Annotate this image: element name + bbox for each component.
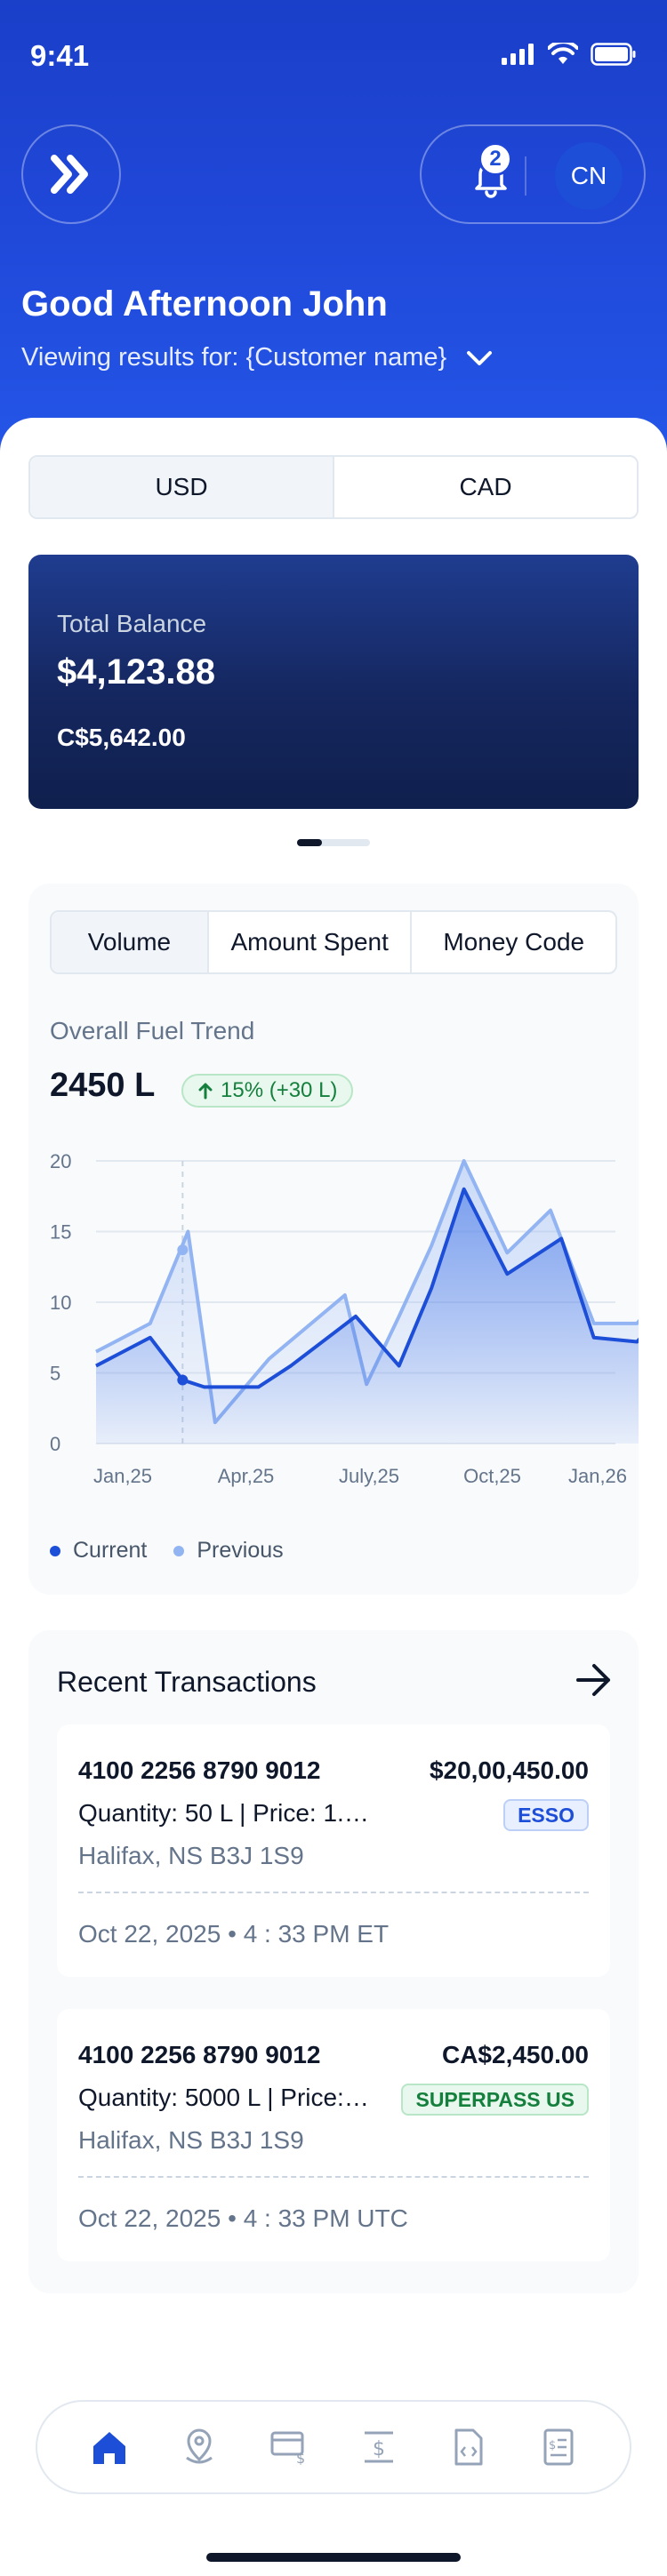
status-time: 9:41 (30, 39, 90, 72)
svg-text:$: $ (296, 2450, 305, 2465)
notification-badge: 2 (478, 142, 512, 176)
hover-point-previous (177, 1244, 189, 1256)
x-tick-label: Jan,25 (93, 1465, 152, 1487)
y-tick-label: 20 (50, 1150, 71, 1172)
balance-card[interactable]: Total Balance $4,123.88 C$5,642.00 (28, 555, 639, 809)
carousel-indicator[interactable] (297, 839, 370, 846)
balance-cad: C$5,642.00 (57, 724, 186, 751)
nav-transfer[interactable]: $ (352, 2420, 406, 2474)
tab-amount-spent[interactable]: Amount Spent (209, 912, 413, 972)
menu-logo-button[interactable] (21, 124, 121, 224)
trend-change-badge: 15% (+30 L) (181, 1074, 354, 1108)
status-icons (502, 43, 637, 66)
x-tick-label: July,25 (339, 1465, 399, 1487)
carousel-dot-active (297, 839, 322, 846)
transaction-datetime: Oct 22, 2025 • 4 : 33 PM UTC (78, 2204, 408, 2232)
svg-text:$: $ (549, 2439, 556, 2452)
vendor-badge: SUPERPASS US (401, 2084, 589, 2116)
card-number: 4100 2256 8790 9012 (78, 2041, 321, 2068)
series-area-current (96, 1188, 639, 1444)
battery-icon (591, 43, 636, 66)
currency-toggle: USD CAD (28, 455, 639, 519)
nav-home[interactable] (83, 2420, 136, 2474)
transaction-datetime: Oct 22, 2025 • 4 : 33 PM ET (78, 1920, 390, 1948)
hover-point-current (177, 1374, 189, 1386)
transfer-icon: $ (364, 2431, 393, 2463)
avatar[interactable]: CN (555, 142, 623, 210)
double-chevron-icon (51, 155, 88, 194)
divider (525, 156, 526, 196)
report-icon: $ (543, 2428, 573, 2466)
nav-fuel-card[interactable]: $ (262, 2420, 316, 2474)
y-tick-label: 15 (50, 1221, 71, 1244)
currency-usd-option[interactable]: USD (30, 457, 334, 517)
bottom-nav: $ $ $ (36, 2400, 631, 2494)
transaction-card[interactable]: 4100 2256 8790 9012 CA$2,450.00 Quantity… (57, 2009, 610, 2261)
viewing-label: Viewing results for: {Customer name} (21, 343, 447, 372)
transaction-amount: CA$2,450.00 (441, 2041, 589, 2068)
transaction-card[interactable]: 4100 2256 8790 9012 $20,00,450.00 Quanti… (57, 1724, 610, 1977)
transaction-address: Halifax, NS B3J 1S9 (78, 2126, 304, 2154)
wifi-icon (548, 43, 578, 64)
trend-value: 2450 L (50, 1067, 156, 1104)
tab-money-code[interactable]: Money Code (443, 928, 585, 956)
currency-cad-option[interactable]: CAD (459, 473, 512, 500)
greeting: Good Afternoon John (21, 284, 388, 324)
header-actions: 2 CN (420, 124, 646, 224)
legend-previous: Previous (173, 1538, 284, 1564)
nav-report[interactable]: $ (532, 2420, 585, 2474)
balance-label: Total Balance (57, 610, 207, 637)
location-icon (185, 2428, 213, 2464)
divider (78, 1892, 589, 1893)
transaction-amount: $20,00,450.00 (429, 1756, 589, 1784)
transaction-address: Halifax, NS B3J 1S9 (78, 1842, 304, 1869)
tab-volume[interactable]: Volume (52, 912, 209, 972)
legend-previous-label: Previous (197, 1538, 284, 1563)
fuel-card-icon: $ (270, 2431, 305, 2465)
nav-location[interactable] (173, 2420, 226, 2474)
chevron-down-icon (467, 350, 493, 365)
legend-current-label: Current (73, 1538, 148, 1563)
signal-icon (502, 44, 534, 65)
chart-legend: Current Previous (50, 1538, 284, 1564)
y-tick-label: 5 (50, 1363, 60, 1385)
hero-header (0, 0, 667, 462)
trend-title: Overall Fuel Trend (50, 1017, 255, 1044)
series-line-previous (95, 1159, 639, 1425)
card-number: 4100 2256 8790 9012 (78, 1756, 321, 1784)
x-tick-label: Jan,26 (568, 1465, 627, 1487)
svg-text:$: $ (373, 2438, 385, 2460)
document-code-icon (454, 2428, 482, 2466)
legend-previous-dot (173, 1545, 185, 1556)
home-indicator (206, 2553, 461, 2562)
x-tick-label: Apr,25 (218, 1465, 275, 1487)
vendor-badge: ESSO (503, 1799, 589, 1831)
legend-current: Current (50, 1538, 147, 1564)
series-line-current (95, 1187, 639, 1389)
fuel-trend-chart[interactable]: 0 5 10 15 20 Jan,25 Apr,25 July,25 Oct,25 Jan,26 (28, 1141, 639, 1497)
metric-tabs: Volume Amount Spent Money Code (50, 910, 617, 974)
quantity-price: Quantity: 50 L | Price: 1.4242 (78, 1799, 381, 1827)
x-tick-label: Oct,25 (463, 1465, 521, 1487)
legend-current-dot (50, 1545, 60, 1556)
y-tick-label: 0 (50, 1433, 60, 1455)
quantity-price: Quantity: 5000 L | Price: 1.4242 (78, 2084, 372, 2111)
trend-change-text: 15% (+30 L) (221, 1078, 338, 1102)
balance-usd: $4,123.88 (57, 652, 215, 692)
recent-transactions-panel: Recent Transactions 4100 2256 8790 9012 … (28, 1630, 639, 2293)
fuel-trend-panel: Volume Amount Spent Money Code Overall F… (28, 884, 639, 1595)
home-icon (92, 2432, 125, 2464)
divider (78, 2176, 589, 2178)
transactions-title: Recent Transactions (57, 1666, 317, 1698)
arrow-up-icon (198, 1083, 213, 1100)
arrow-right-icon[interactable] (575, 1662, 614, 1698)
nav-document[interactable] (442, 2420, 495, 2474)
customer-selector[interactable]: Viewing results for: {Customer name} (21, 343, 493, 372)
y-tick-label: 10 (50, 1292, 71, 1314)
